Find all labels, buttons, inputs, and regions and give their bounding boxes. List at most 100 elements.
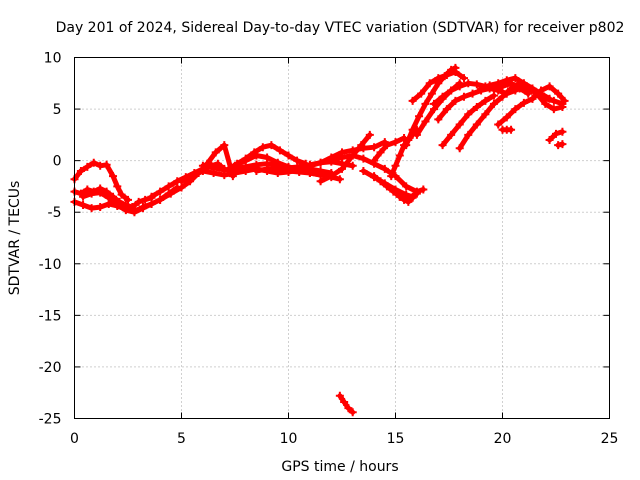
data-point — [447, 86, 456, 95]
data-point — [451, 96, 460, 105]
data-point — [359, 154, 368, 163]
data-point — [156, 187, 165, 196]
data-point — [96, 203, 105, 212]
data-point — [494, 79, 503, 88]
y-tick-label: 10 — [44, 51, 62, 67]
y-axis-label: SDTVAR / TECUs — [7, 181, 23, 296]
data-point — [293, 156, 302, 165]
data-point — [156, 195, 165, 204]
data-point — [425, 79, 434, 88]
data-point — [147, 199, 156, 208]
data-point — [130, 208, 139, 217]
data-point — [338, 164, 346, 173]
x-tick-label: 25 — [601, 431, 619, 447]
y-tick-label: -15 — [39, 308, 62, 324]
y-tick-label: 0 — [53, 154, 62, 170]
data-point — [231, 161, 239, 170]
data-point — [438, 141, 447, 150]
data-point — [348, 408, 357, 417]
data-point — [537, 86, 546, 95]
data-points — [70, 63, 569, 417]
data-point — [511, 74, 520, 83]
data-point — [89, 158, 98, 167]
data-point — [263, 164, 272, 173]
data-point — [451, 67, 460, 76]
x-tick-label: 15 — [387, 431, 405, 447]
data-point — [177, 177, 186, 186]
data-point — [376, 148, 385, 157]
data-point — [489, 91, 498, 100]
data-point — [391, 138, 400, 147]
y-tick-label: -5 — [48, 205, 62, 221]
x-tick-label: 10 — [280, 431, 298, 447]
data-point — [209, 163, 218, 172]
data-point — [295, 166, 304, 175]
data-point — [348, 161, 357, 170]
data-point — [408, 96, 417, 105]
data-point — [447, 130, 456, 139]
data-point — [391, 161, 400, 170]
data-point — [502, 113, 511, 122]
data-point — [305, 161, 314, 170]
data-point — [528, 84, 537, 93]
data-point — [104, 193, 113, 202]
data-point — [113, 200, 122, 209]
x-tick-label: 0 — [70, 431, 79, 447]
data-point — [273, 158, 282, 167]
x-axis-label: GPS time / hours — [281, 459, 398, 475]
data-point — [316, 177, 325, 186]
y-tick-label: -20 — [39, 360, 62, 376]
data-point — [357, 141, 366, 150]
data-point — [198, 161, 207, 170]
data-point — [220, 141, 229, 150]
data-point — [455, 82, 464, 91]
data-point — [340, 397, 349, 406]
data-point — [365, 130, 374, 139]
data-point — [335, 391, 344, 400]
data-point — [554, 141, 563, 150]
data-point — [442, 71, 451, 80]
data-point — [519, 79, 528, 88]
data-point — [338, 153, 346, 162]
data-point — [507, 125, 516, 134]
data-point — [464, 130, 473, 139]
data-point — [415, 112, 424, 121]
y-tick-label: 5 — [53, 102, 62, 118]
data-point — [402, 141, 411, 150]
data-point — [528, 94, 537, 103]
x-tick-label: 5 — [177, 431, 186, 447]
data-point — [502, 76, 511, 85]
data-point — [472, 120, 481, 129]
data-point — [387, 172, 396, 181]
data-point — [472, 80, 481, 89]
data-point — [305, 169, 314, 178]
data-point — [395, 151, 404, 160]
data-point — [96, 188, 105, 197]
data-point — [511, 105, 520, 114]
data-point — [267, 141, 276, 150]
plot-frame — [74, 57, 610, 419]
data-point — [421, 99, 430, 108]
data-point — [417, 89, 426, 98]
series-arc-32 — [534, 91, 565, 112]
data-point — [188, 172, 197, 181]
data-point — [494, 86, 503, 95]
data-point — [464, 79, 473, 88]
data-point — [552, 129, 560, 138]
data-point — [560, 96, 569, 105]
data-point — [404, 197, 413, 206]
data-point — [532, 89, 541, 98]
data-point — [316, 158, 325, 167]
data-point — [141, 195, 150, 204]
data-point — [442, 105, 451, 114]
chart-title: Day 201 of 2024, Sidereal Day-to-day VTE… — [56, 20, 625, 36]
data-point — [113, 182, 122, 191]
data-point — [468, 89, 477, 98]
y-tick-label: -25 — [39, 412, 62, 428]
data-point — [455, 144, 464, 153]
data-point — [459, 74, 468, 83]
data-point — [164, 182, 173, 191]
data-point — [134, 197, 143, 206]
data-point — [224, 164, 233, 173]
data-point — [541, 99, 550, 108]
